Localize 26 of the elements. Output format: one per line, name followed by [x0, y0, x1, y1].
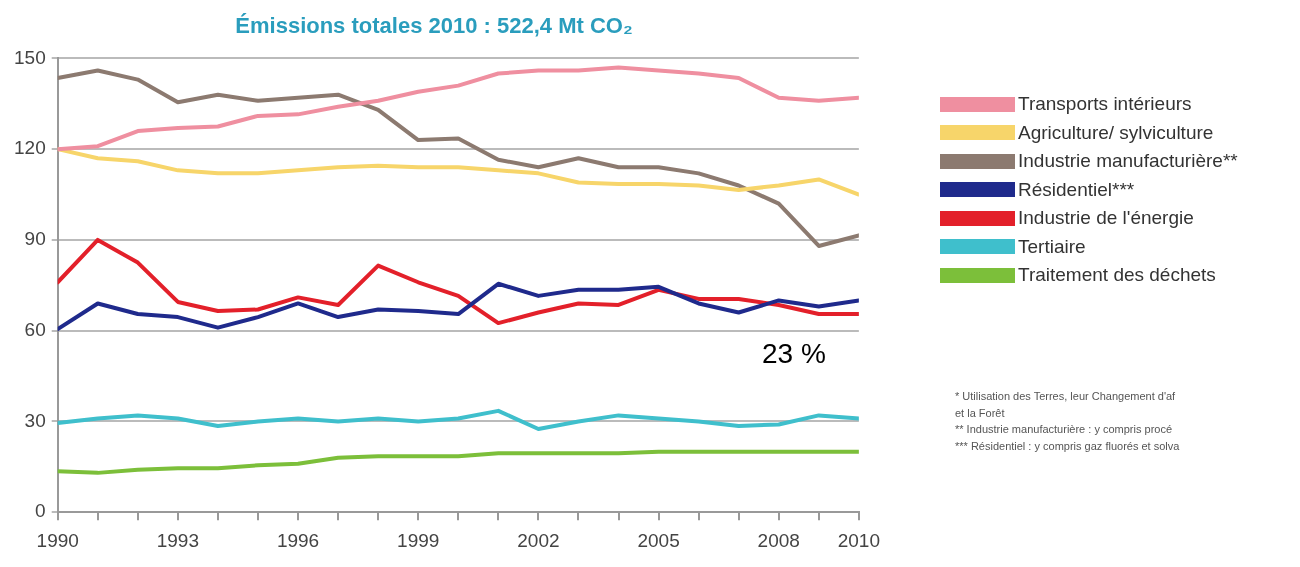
text: *** Résidentiel : y compris gaz fluorés et solva [955, 438, 1181, 454]
legend-label: Transports intérieurs [1018, 93, 1192, 116]
x-tick-label: 2010 [837, 529, 881, 551]
x-tick-label: 2005 [637, 529, 680, 551]
x-tick-label: 1990 [36, 529, 79, 551]
x-tick-label: 1993 [156, 529, 200, 551]
chart-title: Émissions totales 2010 : 522,4 Mt CO₂ [235, 13, 633, 39]
y-tick-label: 90 [24, 228, 46, 250]
y-tick-label: 120 [14, 137, 46, 159]
text: * Utilisation des Terres, leur Changement d'af et la Forêt [955, 389, 1177, 421]
x-tick-label: 2002 [517, 529, 560, 551]
y-tick-label: 30 [24, 409, 46, 431]
y-tick-label: 150 [14, 46, 46, 68]
legend-label: Traitement des déchets [1018, 264, 1216, 287]
x-tick-label: 2008 [757, 529, 800, 551]
x-tick-label: 1996 [276, 529, 320, 551]
text: ** Industrie manufacturière : y compris procé [955, 422, 1174, 437]
legend-label: Résidentiel*** [1018, 178, 1135, 201]
y-tick-label: 0 [35, 500, 46, 522]
legend-label: Agriculture/ sylviculture [1018, 121, 1214, 144]
legend-label: Industrie de l'énergie [1018, 207, 1194, 230]
annotation: 23 % [762, 338, 826, 370]
legend-label: Industrie manufacturière** [1018, 150, 1238, 173]
y-tick-label: 60 [24, 318, 46, 340]
legend-label: Tertiaire [1018, 235, 1086, 258]
x-tick-label: 1999 [397, 529, 440, 551]
